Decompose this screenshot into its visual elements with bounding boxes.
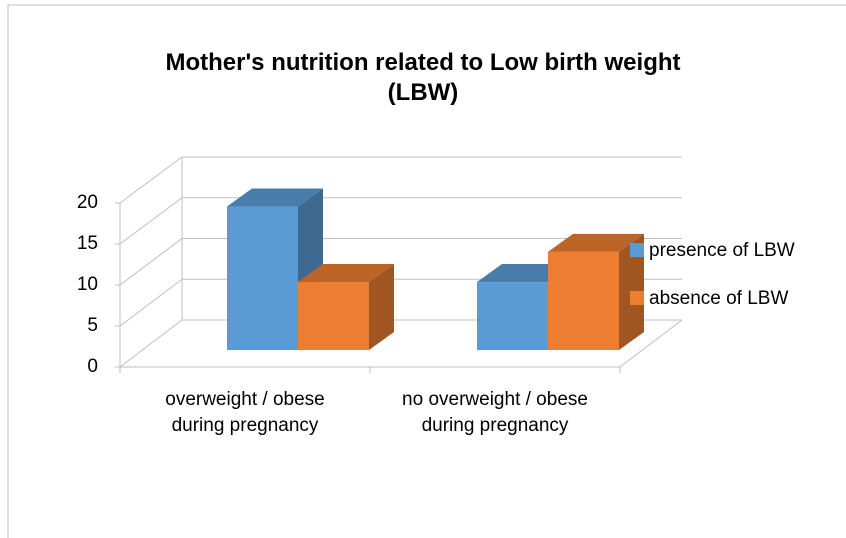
grid-line [119,319,183,368]
y-tick-label: 15 [77,233,98,254]
legend-swatch [630,291,644,305]
legend-swatch [630,243,644,257]
frame [7,4,846,538]
legend-label: presence of LBW [649,240,795,261]
y-tick-label: 0 [87,356,98,377]
grid-line [119,156,183,204]
bar-top [227,188,323,207]
grid-line [119,197,183,245]
bar [298,282,369,350]
y-tick-label: 10 [77,274,98,295]
x-tick-label: overweight / obese during pregnancy [165,389,325,436]
bar-side [369,264,394,350]
legend-label: absence of LBW [649,288,788,309]
bar [227,206,298,350]
grid-line [119,238,183,286]
y-tick-label: 5 [87,315,98,336]
bar [477,282,548,350]
y-tick-label: 20 [77,192,98,213]
bar-top [298,264,394,283]
floor-edge [619,319,683,368]
bar-top [548,233,644,252]
grid-line [119,278,183,327]
bar [548,251,619,350]
chart-title: Mother's nutrition related to Low birth … [165,49,681,106]
x-tick-label: no overweight / obese during pregnancy [402,389,588,436]
